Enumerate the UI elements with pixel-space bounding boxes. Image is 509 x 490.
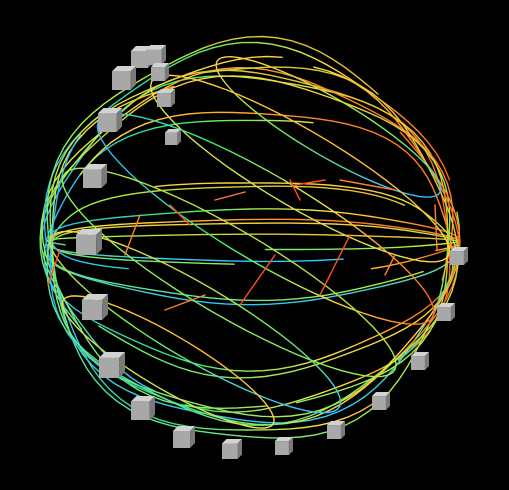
- streamline-21: [61, 167, 397, 378]
- streamline-18: [215, 55, 442, 198]
- streamline-2: [49, 222, 454, 263]
- cube-marker-13: [222, 439, 242, 459]
- short-streamline-5: [319, 234, 351, 296]
- streamline-6: [43, 182, 457, 306]
- cube-marker-17: [411, 352, 429, 370]
- cube-marker-11: [131, 396, 155, 420]
- short-streamline-2: [214, 191, 246, 201]
- cube-marker-16: [372, 392, 390, 410]
- cube-marker-5: [98, 108, 122, 132]
- short-streamline-8: [164, 294, 206, 311]
- cube-marker-18: [437, 303, 455, 321]
- cube-marker-group: [76, 45, 468, 459]
- short-streamline-9: [47, 249, 61, 286]
- cube-marker-4: [157, 89, 175, 107]
- cube-marker-8: [76, 229, 102, 255]
- cube-marker-6: [165, 129, 181, 145]
- streamline-23: [61, 295, 275, 429]
- short-streamline-7: [239, 254, 276, 306]
- short-streamline-0: [124, 214, 141, 256]
- short-streamline-6: [384, 254, 396, 276]
- cube-marker-15: [327, 421, 345, 439]
- short-streamline-3: [294, 179, 326, 186]
- cube-marker-2: [151, 63, 169, 81]
- streamline-22: [49, 230, 342, 414]
- cube-marker-12: [173, 426, 195, 448]
- short-streamline-1: [169, 204, 191, 226]
- cube-marker-7: [83, 164, 107, 188]
- short-streamline-4: [339, 179, 396, 191]
- streamline-5: [46, 233, 460, 251]
- cube-marker-14: [275, 437, 293, 455]
- cube-marker-9: [82, 294, 108, 320]
- streamline-19: [149, 74, 451, 263]
- streamline-3: [51, 218, 461, 265]
- cube-marker-3: [112, 66, 136, 90]
- streamline-20: [96, 113, 435, 325]
- short-streamline-11: [289, 179, 301, 201]
- cube-marker-10: [99, 352, 125, 378]
- cube-marker-1: [146, 45, 166, 65]
- streamline-group: [39, 35, 461, 439]
- short-streamline-10: [434, 204, 438, 251]
- cube-marker-19: [450, 247, 468, 265]
